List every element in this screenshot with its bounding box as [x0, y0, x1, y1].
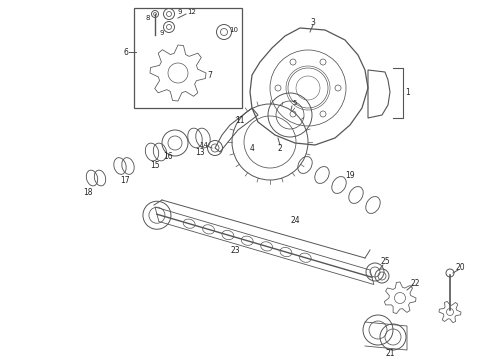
Text: 2: 2: [278, 144, 282, 153]
Text: 18: 18: [83, 188, 93, 197]
Text: 19: 19: [345, 171, 355, 180]
Text: 25: 25: [380, 257, 390, 266]
Text: 20: 20: [455, 264, 465, 273]
Text: 14: 14: [199, 142, 208, 148]
Text: 16: 16: [163, 152, 173, 161]
Text: 10: 10: [229, 27, 239, 33]
Text: 22: 22: [410, 279, 420, 288]
Text: 5: 5: [293, 100, 297, 106]
Text: 9: 9: [160, 30, 164, 36]
Text: 7: 7: [208, 71, 213, 80]
Text: 17: 17: [120, 176, 130, 185]
Text: 23: 23: [230, 246, 240, 255]
Text: 3: 3: [311, 18, 316, 27]
Text: 11: 11: [235, 116, 245, 125]
Text: 1: 1: [406, 87, 410, 96]
Text: 9: 9: [178, 9, 182, 15]
Text: 15: 15: [150, 161, 160, 170]
Text: 4: 4: [249, 144, 254, 153]
Text: 24: 24: [290, 216, 300, 225]
Text: 21: 21: [385, 348, 395, 357]
Text: 8: 8: [146, 15, 150, 21]
Text: 12: 12: [188, 9, 196, 15]
Text: 13: 13: [195, 148, 205, 157]
Bar: [134, 8, 242, 108]
Text: 6: 6: [123, 48, 128, 57]
